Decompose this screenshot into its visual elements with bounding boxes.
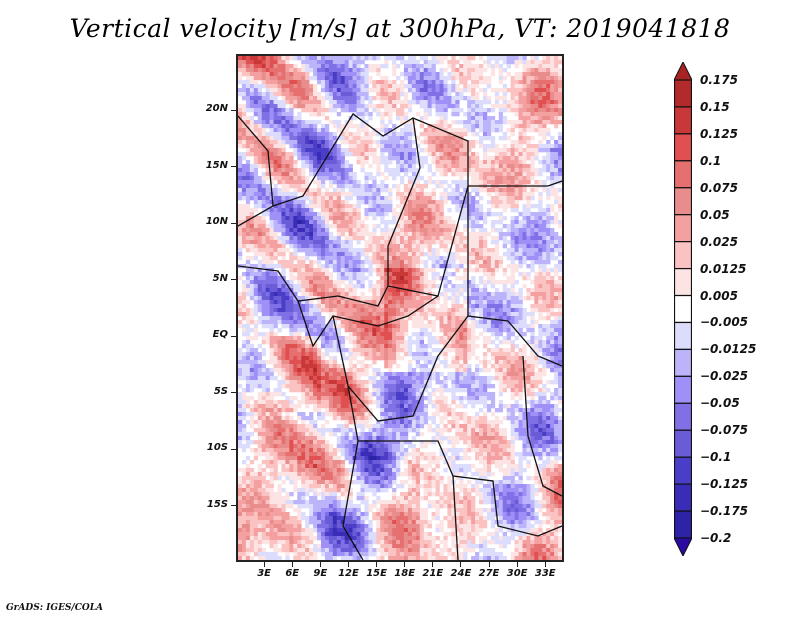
x-tick-mark bbox=[432, 562, 434, 567]
x-tick-label: 3E bbox=[257, 568, 272, 579]
colorbar-bin bbox=[674, 456, 692, 485]
border-line bbox=[272, 113, 469, 207]
border-line bbox=[297, 295, 439, 348]
map-plot-area bbox=[236, 54, 564, 562]
y-tick-label: 15S bbox=[206, 498, 228, 510]
y-tick-label: 15N bbox=[205, 159, 228, 171]
x-tick-mark bbox=[347, 562, 349, 567]
colorbar-level-label: 0.075 bbox=[700, 180, 738, 195]
x-tick-mark bbox=[291, 562, 293, 567]
y-tick-label: 10S bbox=[206, 442, 228, 454]
colorbar-level-label: −0.075 bbox=[700, 423, 749, 438]
x-tick-label: 18E bbox=[394, 568, 416, 579]
colorbar bbox=[674, 62, 692, 556]
x-tick-mark bbox=[404, 562, 406, 567]
colorbar-bin bbox=[674, 429, 692, 458]
y-tick-mark bbox=[231, 335, 236, 337]
y-tick-mark bbox=[231, 166, 236, 168]
colorbar-bin bbox=[674, 483, 692, 512]
colorbar-bin bbox=[674, 160, 692, 189]
colorbar-level-label: 0.005 bbox=[700, 288, 738, 303]
border-line bbox=[342, 385, 364, 560]
x-tick-mark bbox=[263, 562, 265, 567]
border-line bbox=[452, 475, 459, 560]
colorbar-bin bbox=[674, 348, 692, 377]
colorbar-level-label: −0.1 bbox=[700, 450, 732, 465]
colorbar-level-label: 0.125 bbox=[700, 126, 738, 141]
colorbar-bin bbox=[674, 214, 692, 243]
colorbar-bin bbox=[674, 267, 692, 297]
colorbar-bin bbox=[674, 241, 692, 270]
x-tick-mark bbox=[319, 562, 321, 567]
border-line bbox=[387, 117, 469, 297]
colorbar-bin bbox=[674, 402, 692, 431]
grads-credit: GrADS: IGES/COLA bbox=[6, 603, 104, 613]
border-line bbox=[238, 265, 389, 307]
x-tick-label: 33E bbox=[534, 568, 556, 579]
x-tick-label: 9E bbox=[313, 568, 328, 579]
x-tick-mark bbox=[488, 562, 490, 567]
y-tick-mark bbox=[231, 448, 236, 450]
y-tick-mark bbox=[231, 279, 236, 281]
x-tick-mark bbox=[376, 562, 378, 567]
border-line bbox=[332, 315, 469, 422]
x-tick-label: 27E bbox=[478, 568, 500, 579]
x-tick-label: 15E bbox=[366, 568, 387, 579]
border-line bbox=[522, 355, 562, 497]
colorbar-level-label: 0.025 bbox=[700, 234, 738, 249]
colorbar-level-label: 0.175 bbox=[700, 73, 738, 87]
y-tick-mark bbox=[231, 392, 236, 394]
colorbar-bin bbox=[674, 79, 692, 108]
colorbar-max-arrow bbox=[674, 62, 692, 81]
y-tick-label: 10N bbox=[205, 216, 228, 228]
colorbar-level-label: −0.025 bbox=[700, 369, 749, 384]
colorbar-level-label: −0.175 bbox=[700, 504, 749, 519]
x-tick-label: 6E bbox=[285, 568, 300, 579]
colorbar-level-label: 0.15 bbox=[700, 99, 730, 114]
colorbar-level-label: 0.1 bbox=[700, 153, 722, 168]
country-borders bbox=[238, 113, 562, 560]
colorbar-level-label: −0.0125 bbox=[700, 342, 757, 357]
x-tick-mark bbox=[544, 562, 546, 567]
colorbar-bin bbox=[674, 133, 692, 162]
border-line bbox=[467, 186, 562, 367]
x-tick-label: 21E bbox=[422, 568, 444, 579]
colorbar-min-arrow bbox=[674, 537, 692, 556]
field-cells bbox=[238, 56, 562, 560]
x-tick-mark bbox=[516, 562, 518, 567]
x-tick-label: 24E bbox=[450, 568, 472, 579]
colorbar-level-label: −0.2 bbox=[700, 531, 732, 545]
border-line bbox=[238, 115, 274, 227]
colorbar-level-label: −0.005 bbox=[700, 315, 749, 330]
colorbar-bin bbox=[674, 321, 692, 351]
y-tick-label: EQ bbox=[212, 329, 228, 341]
colorbar-bin bbox=[674, 375, 692, 404]
colorbar-level-label: −0.05 bbox=[700, 396, 740, 411]
y-tick-mark bbox=[231, 222, 236, 224]
colorbar-bin bbox=[674, 106, 692, 135]
colorbar-bin bbox=[674, 294, 692, 324]
y-tick-label: 20N bbox=[205, 103, 228, 115]
border-line bbox=[468, 180, 562, 187]
y-tick-mark bbox=[231, 109, 236, 111]
chart-title: Vertical velocity [m/s] at 300hPa, VT: 2… bbox=[69, 14, 731, 43]
y-tick-label: 5S bbox=[213, 385, 228, 397]
x-tick-label: 12E bbox=[338, 568, 359, 579]
colorbar-bin bbox=[674, 510, 692, 539]
vertical-velocity-field bbox=[238, 56, 562, 560]
y-tick-label: 5N bbox=[212, 272, 228, 284]
colorbar-level-label: −0.125 bbox=[700, 477, 749, 492]
x-tick-mark bbox=[460, 562, 462, 567]
y-tick-mark bbox=[231, 505, 236, 507]
x-tick-label: 30E bbox=[506, 568, 528, 579]
border-line bbox=[358, 440, 562, 537]
colorbar-level-label: 0.05 bbox=[700, 207, 730, 222]
colorbar-level-label: 0.0125 bbox=[700, 261, 747, 276]
colorbar-bin bbox=[674, 187, 692, 216]
